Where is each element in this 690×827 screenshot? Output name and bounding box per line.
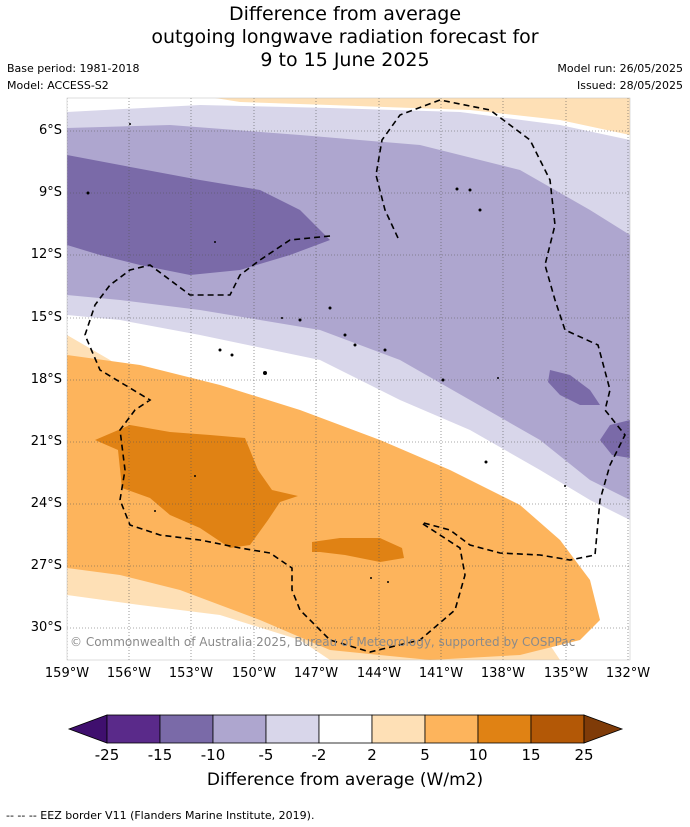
lon-label: 135°W bbox=[543, 666, 589, 681]
colorbar-swatch bbox=[318, 714, 373, 744]
colorbar-arrow-low bbox=[67, 714, 108, 744]
lon-label: 138°W bbox=[480, 666, 526, 681]
lat-label: 12°S bbox=[30, 247, 62, 262]
base-period: Base period: 1981-2018 bbox=[7, 62, 140, 75]
colorbar-arrow-high bbox=[583, 714, 624, 744]
colorbar-tick: -10 bbox=[200, 746, 226, 764]
colorbar-swatch bbox=[424, 714, 479, 744]
dark-purple-patch bbox=[67, 155, 330, 275]
lat-label: 27°S bbox=[30, 558, 62, 573]
colorbar-tick: -5 bbox=[258, 746, 274, 764]
model-run: Model run: 26/05/2025 bbox=[557, 62, 683, 75]
colorbar-swatch bbox=[212, 714, 267, 744]
colorbar-tick: 5 bbox=[420, 746, 430, 764]
lat-label: 9°S bbox=[38, 185, 62, 200]
colorbar-tick: 10 bbox=[468, 746, 488, 764]
graticule bbox=[67, 98, 630, 660]
lon-label: 159°W bbox=[44, 666, 90, 681]
colorbar-tick: -2 bbox=[311, 746, 327, 764]
colorbar-swatch bbox=[106, 714, 161, 744]
map-frame bbox=[66, 97, 631, 661]
colorbar-swatch bbox=[371, 714, 426, 744]
colorbar-swatch bbox=[530, 714, 585, 744]
lon-label: 144°W bbox=[356, 666, 402, 681]
copyright-text: © Commonwealth of Australia 2025, Bureau… bbox=[70, 635, 576, 649]
colorbar-tick: 2 bbox=[367, 746, 377, 764]
colorbar-swatch bbox=[159, 714, 214, 744]
lon-label: 132°W bbox=[605, 666, 651, 681]
dark-orange-patch-2 bbox=[312, 538, 404, 562]
title-line-3: 9 to 15 June 2025 bbox=[260, 49, 430, 71]
lon-label: 153°W bbox=[168, 666, 214, 681]
orange-band bbox=[67, 355, 600, 660]
colorbar-tick: 25 bbox=[574, 746, 594, 764]
eez-footnote: -- -- -- EEZ border V11 (Flanders Marine… bbox=[6, 809, 315, 822]
lat-label: 30°S bbox=[30, 620, 62, 635]
eez-border bbox=[84, 99, 626, 653]
colorbar-tick: -15 bbox=[147, 746, 173, 764]
lon-label: 141°W bbox=[418, 666, 464, 681]
issued-date: Issued: 28/05/2025 bbox=[576, 79, 683, 92]
lat-label: 18°S bbox=[30, 372, 62, 387]
lon-label: 150°W bbox=[231, 666, 277, 681]
colorbar-tick: 15 bbox=[521, 746, 541, 764]
model-name: Model: ACCESS-S2 bbox=[7, 79, 109, 92]
title-line-2: outgoing longwave radiation forecast for bbox=[151, 26, 539, 48]
colorbar-swatch bbox=[477, 714, 532, 744]
dark-orange-patch bbox=[95, 425, 298, 548]
lat-label: 15°S bbox=[30, 310, 62, 325]
neutral-band-south bbox=[67, 595, 330, 660]
colorbar-title: Difference from average (W/m2) bbox=[206, 770, 484, 790]
lon-label: 156°W bbox=[106, 666, 152, 681]
lat-label: 21°S bbox=[30, 434, 62, 449]
title-line-1: Difference from average bbox=[228, 3, 462, 25]
lon-label: 147°W bbox=[293, 666, 339, 681]
colorbar-tick: -25 bbox=[94, 746, 120, 764]
colorbar bbox=[67, 714, 624, 744]
lat-label: 24°S bbox=[30, 496, 62, 511]
lat-label: 6°S bbox=[38, 123, 62, 138]
dark-purple-patch-edge bbox=[600, 420, 630, 458]
light-orange-north bbox=[215, 98, 630, 135]
dark-purple-patch-east bbox=[548, 370, 600, 405]
islands bbox=[86, 123, 566, 583]
colorbar-swatch bbox=[265, 714, 320, 744]
